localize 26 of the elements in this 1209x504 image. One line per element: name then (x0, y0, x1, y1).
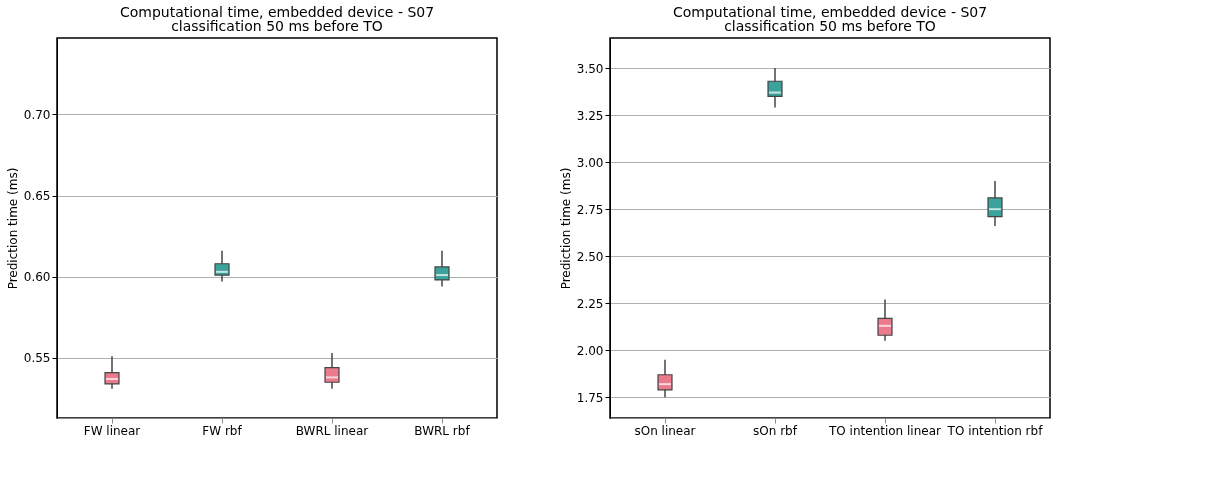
y-axis-title: Prediction time (ms) (5, 167, 20, 290)
y-tick-label: 0.65 (23, 189, 51, 204)
x-tick-label: TO intention linear (828, 423, 942, 438)
y-tick-label: 2.00 (576, 343, 604, 358)
x-tick-label: FW linear (83, 423, 141, 438)
y-tick-label: 2.25 (576, 296, 604, 311)
y-tick-label: 0.70 (23, 107, 51, 122)
x-tick-label: BWRL rbf (414, 423, 471, 438)
x-tick-label: sOn rbf (753, 423, 798, 438)
y-tick-label: 2.75 (576, 202, 604, 217)
chart-subtitle: classification 50 ms before TO (724, 18, 936, 34)
x-tick-label: BWRL linear (295, 423, 369, 438)
chart-title: Computational time, embedded device - S07 (119, 4, 435, 20)
x-tick-label: FW rbf (202, 423, 243, 438)
y-tick-label: 1.75 (576, 390, 604, 405)
chart-subtitle: classification 50 ms before TO (171, 18, 383, 34)
y-tick-label: 3.25 (576, 108, 604, 123)
y-tick-label: 0.60 (23, 270, 51, 285)
y-tick-label: 2.50 (576, 249, 604, 264)
y-tick-label: 3.00 (576, 155, 604, 170)
y-axis-title: Prediction time (ms) (558, 167, 573, 290)
x-tick-label: sOn linear (634, 423, 696, 438)
chart-title: Computational time, embedded device - S07 (672, 4, 988, 20)
x-tick-label: TO intention rbf (946, 423, 1044, 438)
y-tick-label: 0.55 (23, 351, 51, 366)
y-tick-label: 3.50 (576, 61, 604, 76)
